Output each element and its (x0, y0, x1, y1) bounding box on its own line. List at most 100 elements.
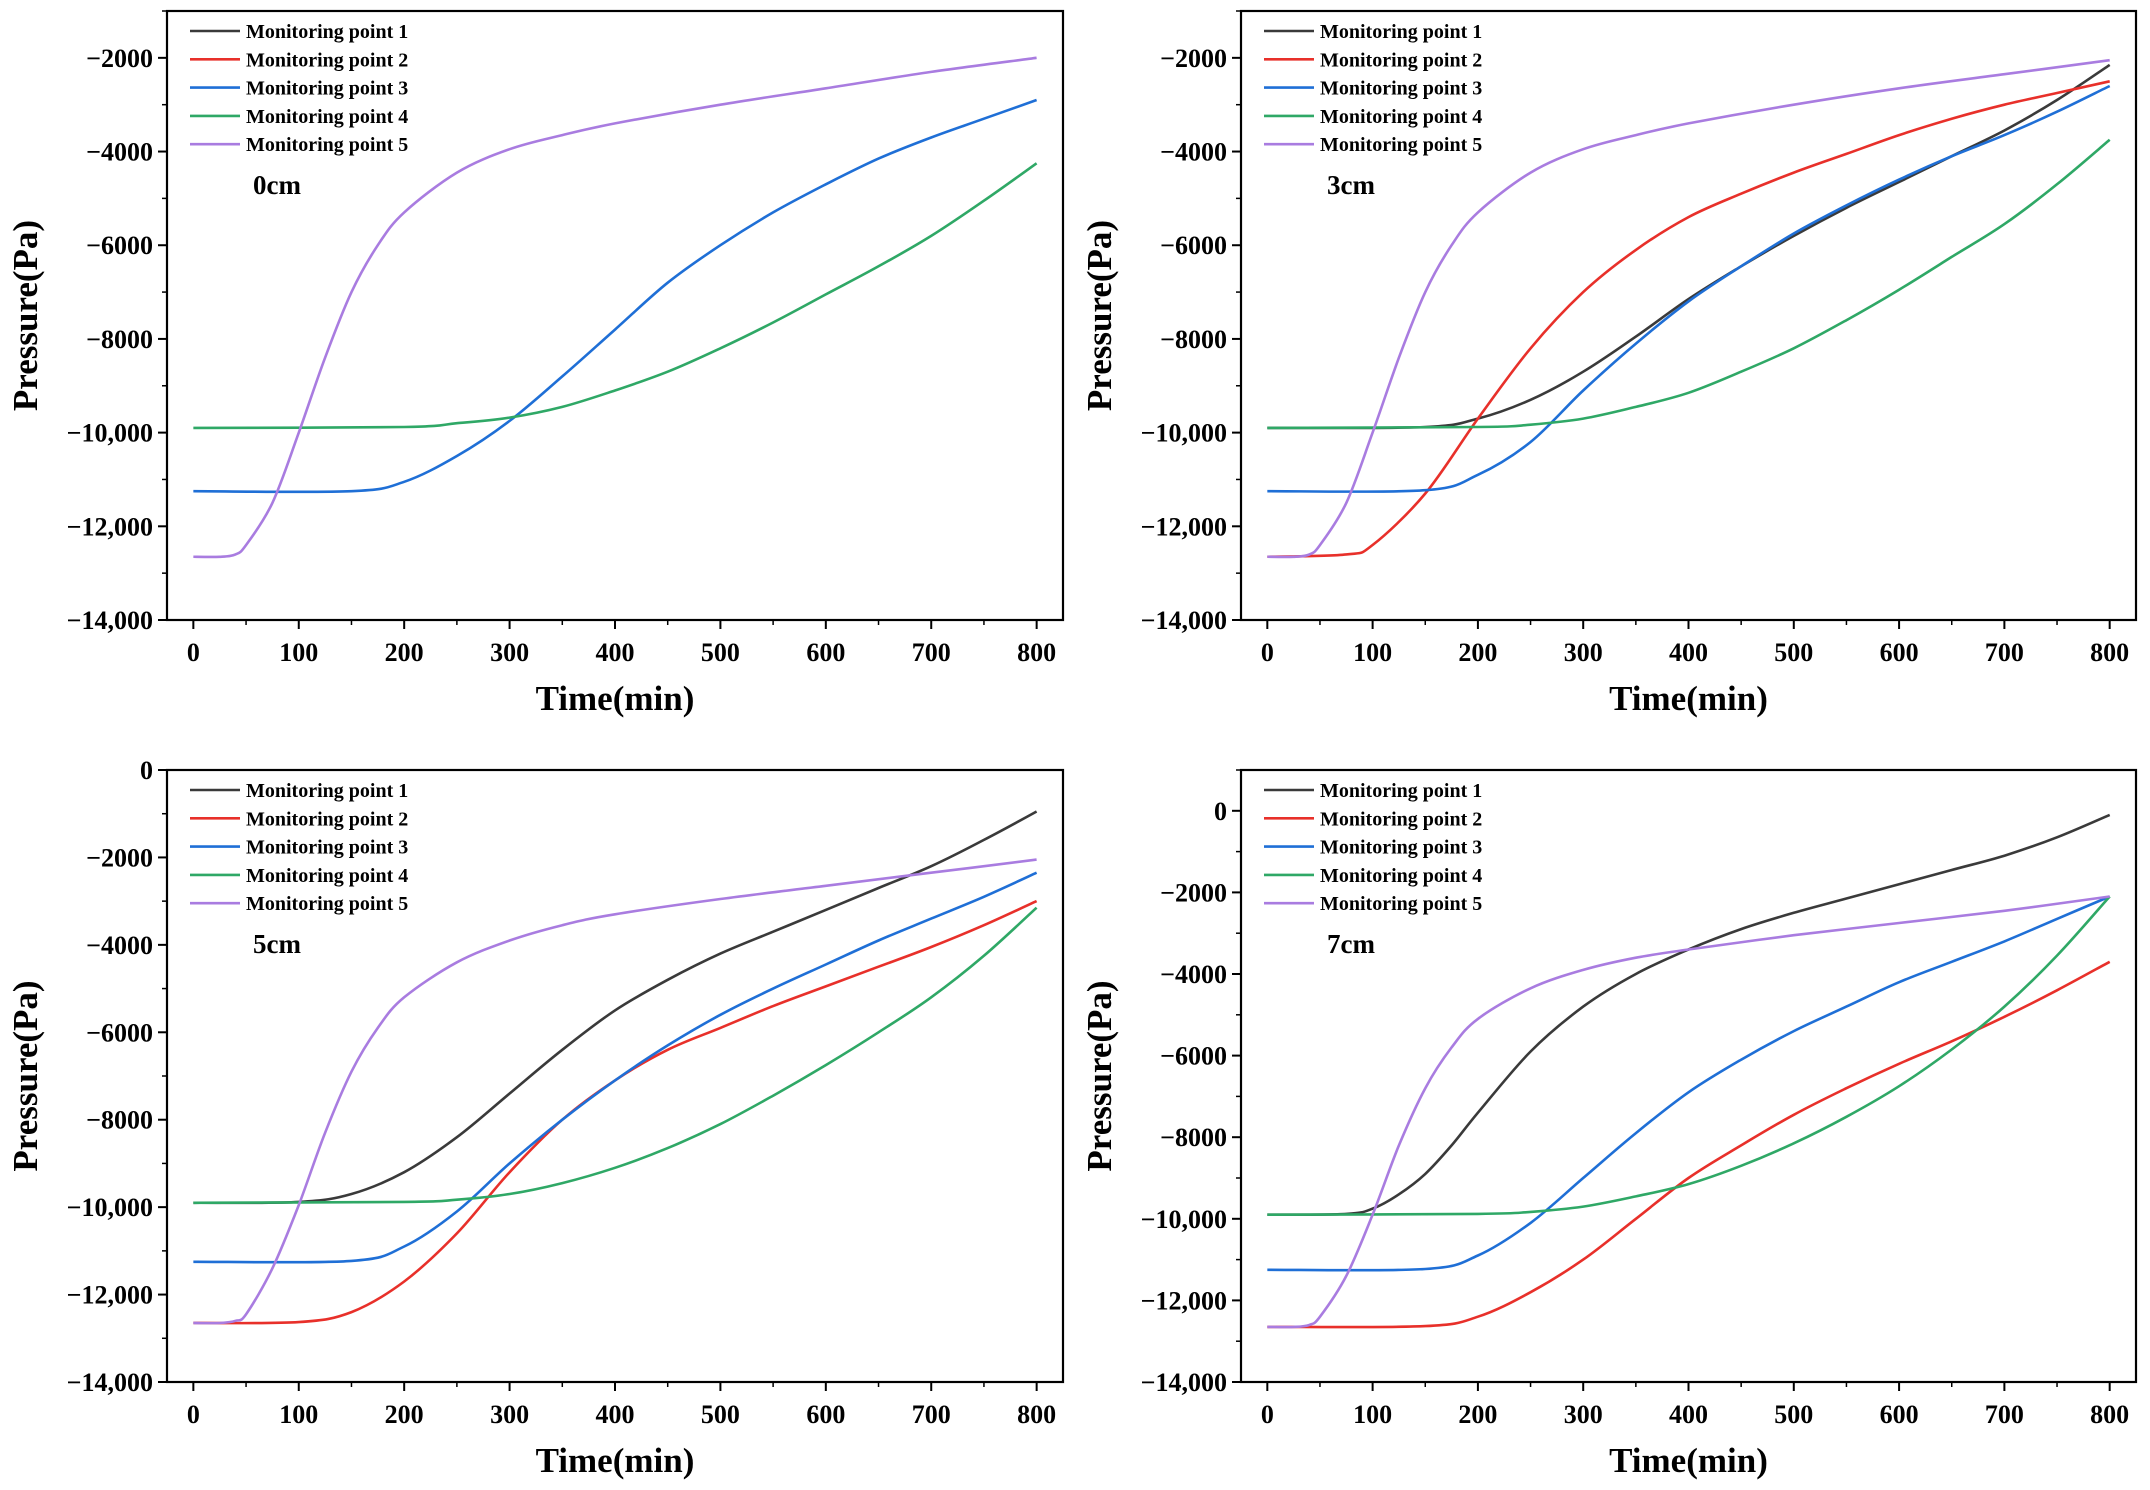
plot-frame (1239, 9, 2138, 622)
x-tick-label: 0 (1261, 1400, 1274, 1429)
x-tick-label: 300 (1564, 1400, 1603, 1429)
x-tick-label: 100 (279, 1400, 318, 1429)
series-line-4 (193, 162, 1038, 430)
panel-label: 7cm (1327, 929, 1375, 959)
plot-frame (165, 768, 1065, 1384)
y-tick-label: −8000 (1160, 1123, 1227, 1152)
y-tick-label: −8000 (86, 1106, 153, 1135)
chart-panel-7cm: 0 100 200 300 400 500 600 700 800 −14,000 −12,000 −… (1080, 768, 2138, 1480)
series-line-1 (193, 810, 1038, 1205)
legend-label-4: Monitoring point 4 (246, 865, 408, 887)
x-tick-label: 0 (187, 638, 200, 667)
y-tick-label: −6000 (1160, 1042, 1227, 1071)
x-tick-label: 500 (701, 638, 740, 667)
x-tick-label: 600 (1880, 1400, 1919, 1429)
panel-label: 3cm (1327, 170, 1375, 200)
x-tick-label: 700 (1985, 638, 2024, 667)
y-tick-label: −14,000 (67, 1368, 153, 1397)
legend-label-5: Monitoring point 5 (1320, 134, 1482, 156)
series-line-3 (193, 871, 1038, 1264)
x-tick-label: 800 (2090, 638, 2129, 667)
y-tick-label: −2000 (86, 44, 153, 73)
x-axis-label: Time(min) (1609, 679, 1768, 718)
y-tick-label: −12,000 (1141, 512, 1227, 541)
legend-label-3: Monitoring point 3 (246, 837, 408, 859)
x-tick-label: 200 (385, 1400, 424, 1429)
y-tick-label: −10,000 (67, 419, 153, 448)
x-tick-label: 700 (912, 1400, 951, 1429)
y-tick-label: −6000 (1160, 231, 1227, 260)
x-tick-label: 300 (1564, 638, 1603, 667)
series-group (1267, 58, 2111, 559)
x-tick-label: 100 (1353, 638, 1392, 667)
x-tick-label: 0 (1261, 638, 1274, 667)
y-tick-label: −10,000 (67, 1193, 153, 1222)
y-tick-label: −12,000 (67, 1281, 153, 1310)
x-tick-label: 400 (596, 638, 635, 667)
y-axis-label: Pressure(Pa) (6, 980, 45, 1171)
y-tick-label: −12,000 (1141, 1286, 1227, 1315)
chart-panel-0cm: 0 100 200 300 400 500 600 700 800 −14,000 −12,000 −… (6, 9, 1065, 718)
x-tick-label: 0 (187, 1400, 200, 1429)
legend-label-1: Monitoring point 1 (1320, 780, 1482, 802)
series-group (1267, 813, 2111, 1329)
legend-label-5: Monitoring point 5 (1320, 893, 1482, 915)
y-tick-label: −4000 (86, 138, 153, 167)
legend-label-2: Monitoring point 2 (1320, 808, 1482, 830)
series-line-3 (193, 98, 1038, 494)
x-tick-label: 100 (279, 638, 318, 667)
x-tick-label: 200 (1458, 638, 1497, 667)
legend-label-5: Monitoring point 5 (246, 134, 408, 156)
series-line-5 (1267, 58, 2110, 559)
y-tick-label: −2000 (1160, 878, 1227, 907)
legend-label-2: Monitoring point 2 (246, 808, 408, 830)
x-axis-label: Time(min) (1609, 1441, 1768, 1480)
series-line-5 (193, 56, 1037, 559)
series-line-1 (1267, 813, 2111, 1217)
legend-label-2: Monitoring point 2 (246, 49, 408, 71)
y-tick-label: −6000 (86, 1018, 153, 1047)
x-tick-label: 600 (806, 638, 845, 667)
y-tick-label: −6000 (86, 231, 153, 260)
y-tick-label: −4000 (1160, 960, 1227, 989)
x-tick-label: 500 (1774, 1400, 1813, 1429)
x-tick-label: 200 (385, 638, 424, 667)
y-tick-label: −10,000 (1141, 419, 1227, 448)
y-tick-label: −14,000 (1141, 1368, 1227, 1397)
y-tick-label: −4000 (1160, 138, 1227, 167)
y-axis-label: Pressure(Pa) (1080, 220, 1119, 411)
x-tick-label: 100 (1353, 1400, 1392, 1429)
x-tick-label: 300 (490, 638, 529, 667)
y-tick-label: −4000 (86, 931, 153, 960)
series-line-2 (1267, 960, 2111, 1329)
x-tick-label: 800 (1017, 638, 1056, 667)
x-tick-label: 600 (806, 1400, 845, 1429)
series-group (193, 56, 1038, 559)
series-line-4 (1267, 895, 2111, 1217)
panel-label: 5cm (253, 929, 301, 959)
legend-label-3: Monitoring point 3 (1320, 78, 1482, 100)
y-tick-label: −2000 (86, 843, 153, 872)
x-tick-label: 400 (1669, 638, 1708, 667)
series-line-5 (193, 858, 1037, 1325)
series-line-4 (193, 906, 1038, 1205)
legend-label-5: Monitoring point 5 (246, 893, 408, 915)
x-tick-label: 200 (1458, 1400, 1497, 1429)
panel-label: 0cm (253, 170, 301, 200)
legend-label-3: Monitoring point 3 (246, 78, 408, 100)
x-axis-label: Time(min) (536, 679, 695, 718)
x-tick-label: 400 (1669, 1400, 1708, 1429)
legend-label-3: Monitoring point 3 (1320, 837, 1482, 859)
y-axis-label: Pressure(Pa) (1080, 980, 1119, 1171)
series-line-4 (1267, 138, 2111, 430)
y-tick-label: −12,000 (67, 512, 153, 541)
series-group (193, 810, 1038, 1325)
y-tick-label: −10,000 (1141, 1205, 1227, 1234)
x-tick-label: 400 (596, 1400, 635, 1429)
series-line-3 (1267, 84, 2111, 493)
x-tick-label: 700 (912, 638, 951, 667)
chart-panel-5cm: 0 100 200 300 400 500 600 700 800 −14,000 −12,000 −… (6, 756, 1065, 1480)
y-tick-label: 0 (1214, 797, 1227, 826)
chart-panel-3cm: 0 100 200 300 400 500 600 700 800 −14,000 −12,000 −… (1080, 9, 2138, 718)
series-line-2 (1267, 80, 2110, 559)
